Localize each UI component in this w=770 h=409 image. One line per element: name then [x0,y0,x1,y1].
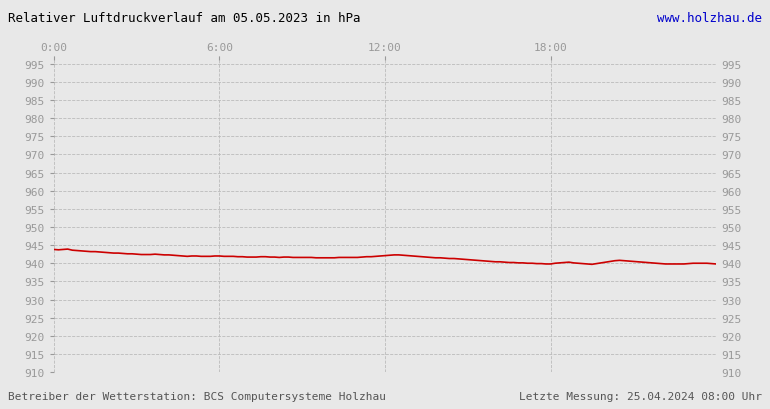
Text: Letzte Messung: 25.04.2024 08:00 Uhr: Letzte Messung: 25.04.2024 08:00 Uhr [519,391,762,401]
Text: www.holzhau.de: www.holzhau.de [658,12,762,25]
Text: Betreiber der Wetterstation: BCS Computersysteme Holzhau: Betreiber der Wetterstation: BCS Compute… [8,391,386,401]
Text: Relativer Luftdruckverlauf am 05.05.2023 in hPa: Relativer Luftdruckverlauf am 05.05.2023… [8,12,360,25]
